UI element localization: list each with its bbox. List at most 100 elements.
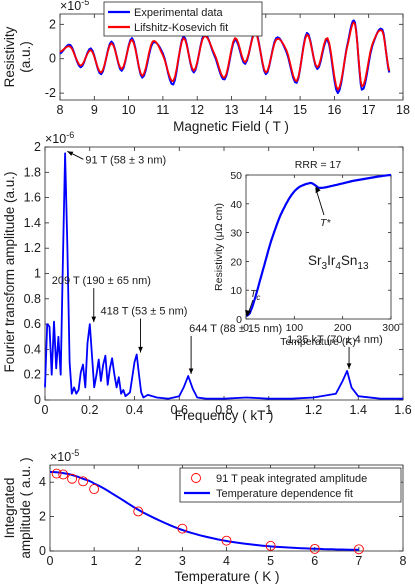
x-tick-label: 0.6	[171, 403, 188, 417]
y-tick-label: 50	[230, 170, 242, 182]
x-axis-label: Temperature ( K )	[174, 569, 279, 584]
data-marker	[133, 506, 144, 517]
y-tick-label: 1.6	[24, 191, 41, 205]
data-marker	[89, 484, 100, 495]
legend: 91 T peak integrated amplitude Temperatur…	[179, 467, 402, 503]
tc-arrowhead	[245, 310, 251, 317]
inset-y-axis-label: Resistivity (μΩ cm)	[213, 203, 225, 291]
legend-label: 91 T peak integrated amplitude	[216, 473, 367, 485]
tc-label: Tc	[250, 288, 260, 302]
peak-annotation: 1.35 kT (70 ± 4 nm)	[287, 334, 383, 369]
y-tick-label: 0.4	[24, 342, 41, 356]
data-marker	[67, 473, 78, 484]
x-tick-label: 3	[179, 554, 186, 568]
x-tick-label: 1.4	[350, 403, 367, 417]
y-tick-label: 30	[230, 228, 242, 240]
x-tick-label: 1.6	[394, 403, 411, 417]
y-axis-label-line1: Resistivity	[2, 26, 17, 87]
x-tick-label: 8	[400, 554, 407, 568]
peak-annotation-arrowhead	[91, 316, 97, 323]
x-tick-label: 0.4	[126, 403, 143, 417]
x-tick-label: 16	[327, 103, 341, 117]
y-tick-label: 1.8	[24, 165, 41, 179]
y-tick-label: 10	[230, 285, 242, 297]
x-tick-label: 5	[267, 554, 274, 568]
x-tick-label: 0	[243, 322, 249, 334]
y-tick-label: 1	[34, 267, 41, 281]
x-tick-label: 200	[334, 322, 352, 334]
fourier-spectrum-line	[44, 152, 403, 400]
x-tick-label: 18	[396, 103, 410, 117]
legend-box	[103, 1, 263, 37]
x-tick-label: 6	[311, 554, 318, 568]
inset-resistivity-curve	[245, 173, 392, 317]
y-axis-label-line2: (a.u.)	[18, 41, 33, 73]
inset-resistivity-panel: 0 100 200 300 0 10 20 30 40 50 RRR = 17 Temperature…	[213, 159, 400, 348]
tstar-arrow	[315, 188, 325, 216]
data-marker	[353, 544, 364, 555]
y-tick-label: 4	[39, 475, 46, 489]
y-tick-label: 2	[49, 17, 56, 31]
y-tick-label: 1.4	[24, 216, 41, 230]
x-tick-label: 0	[47, 554, 54, 568]
inset-title: RRR = 17	[295, 159, 342, 171]
x-tick-label: 10	[122, 103, 136, 117]
x-tick-label: 13	[225, 103, 239, 117]
x-tick-label: 0.8	[215, 403, 232, 417]
y-tick-label: 0.6	[24, 317, 41, 331]
compound-formula: Sr3Ir4Sn13	[308, 253, 369, 272]
lk-fit-line	[59, 21, 391, 91]
peak-annotation-arrowhead	[346, 363, 352, 369]
data-marker	[78, 476, 89, 487]
peak-annotation-label: 91 T (58 ± 3 nm)	[85, 154, 166, 166]
data-marker	[51, 468, 62, 479]
legend-marker-swatch	[191, 473, 201, 483]
y-tick-label: 2	[34, 140, 41, 154]
peak-annotation-label: 418 T (53 ± 5 nm)	[101, 305, 188, 317]
x-tick-label: 2	[135, 554, 142, 568]
legend: Experimental data Lifshitz-Kosevich fit	[103, 1, 263, 37]
legend-label: Experimental data	[134, 7, 224, 19]
x-axis-label: Frequency ( kT )	[175, 408, 274, 423]
x-tick-label: 1	[265, 403, 272, 417]
x-tick-label: 4	[223, 554, 230, 568]
data-marker	[309, 543, 320, 554]
inset-x-axis-label: Temperature (K)	[280, 336, 356, 348]
temperature-fit-line	[49, 470, 359, 551]
tstar-label: T*	[320, 217, 331, 229]
integrated-amplitude-panel: 0 1 2 3 4 5 6 7 8 0 2 4 ×10-5 Temperature ( K ) Integr…	[2, 448, 407, 584]
legend-label: Temperature dependence fit	[216, 488, 353, 500]
x-tick-label: 8	[57, 103, 64, 117]
x-tick-label: 17	[362, 103, 376, 117]
y-tick-label: 0.2	[24, 368, 41, 382]
y-tick-label: 0	[39, 544, 46, 558]
x-tick-label: 1	[91, 554, 98, 568]
x-tick-label: 0.2	[81, 403, 98, 417]
peak-annotation-arrowhead	[67, 151, 74, 156]
legend-label: Lifshitz-Kosevich fit	[134, 22, 228, 34]
y-exponent: ×10-5	[60, 0, 89, 13]
y-tick-label: 0	[236, 314, 242, 326]
x-tick-label: 7	[355, 554, 362, 568]
y-tick-label: -2	[45, 86, 56, 100]
peak-annotation: 209 T (190 ± 65 nm)	[52, 275, 151, 323]
y-axis-label: Fourier transform amplitude (a.u.)	[2, 171, 17, 372]
resistivity-panel: 8 9 10 11 12 13 14 15 16 17 18 -2 0 2 ×10-5 Magnetic Fi…	[2, 0, 410, 134]
x-tick-label: 300	[382, 322, 400, 334]
y-tick-label: 1.2	[24, 241, 41, 255]
y-tick-label: 0	[34, 393, 41, 407]
peak-annotation-arrowhead	[188, 368, 194, 374]
y-exponent: ×10-6	[45, 130, 74, 146]
x-tick-label: 9	[91, 103, 98, 117]
y-axis-label-line1: Integrated	[2, 478, 17, 539]
x-tick-label: 14	[259, 103, 273, 117]
y-tick-label: 2	[39, 510, 46, 524]
peak-annotation-label: 1.35 kT (70 ± 4 nm)	[287, 334, 383, 346]
x-axis-label: Magnetic Field ( T )	[173, 119, 289, 134]
y-exponent: ×10-5	[50, 448, 79, 464]
legend-box	[179, 467, 402, 503]
data-marker	[221, 535, 232, 546]
y-axis-label-line2: amplitude ( a.u. )	[18, 457, 33, 558]
peak-annotation-arrowhead	[138, 346, 143, 353]
